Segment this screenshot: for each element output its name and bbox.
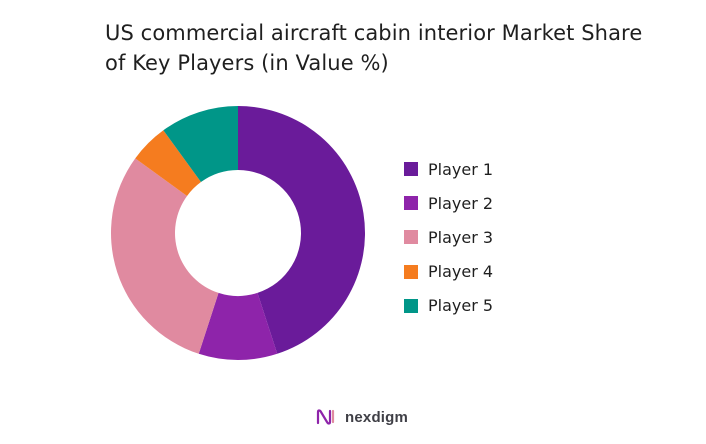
legend-label-player-4: Player 4 [428,262,494,282]
legend: Player 1 Player 2 Player 3 Player 4 Play… [404,152,604,323]
donut-slice-player-5 [163,106,238,183]
legend-label-player-5: Player 5 [428,296,494,316]
legend-swatch-player-1 [404,162,418,177]
legend-swatch-player-2 [404,196,418,211]
legend-item-player-4: Player 4 [404,255,604,289]
legend-item-player-2: Player 2 [404,186,604,220]
legend-label-player-1: Player 1 [428,159,494,179]
donut-slice-player-4 [135,130,201,196]
legend-label-player-2: Player 2 [428,193,494,213]
legend-item-player-1: Player 1 [404,152,604,186]
legend-item-player-3: Player 3 [404,220,604,254]
nexdigm-logo-icon [316,409,335,425]
chart-title: US commercial aircraft cabin interior Ma… [105,21,643,75]
donut-slice-player-3 [111,158,219,354]
donut-slice-player-1 [238,106,365,354]
legend-swatch-player-4 [404,264,418,279]
brand-name: nexdigm [345,408,409,426]
legend-swatch-player-5 [404,298,418,313]
legend-item-player-5: Player 5 [404,289,604,323]
brand-footer: nexdigm [315,405,408,429]
donut-slice-player-2 [198,292,278,361]
legend-swatch-player-3 [404,230,418,245]
legend-label-player-3: Player 3 [428,227,494,247]
